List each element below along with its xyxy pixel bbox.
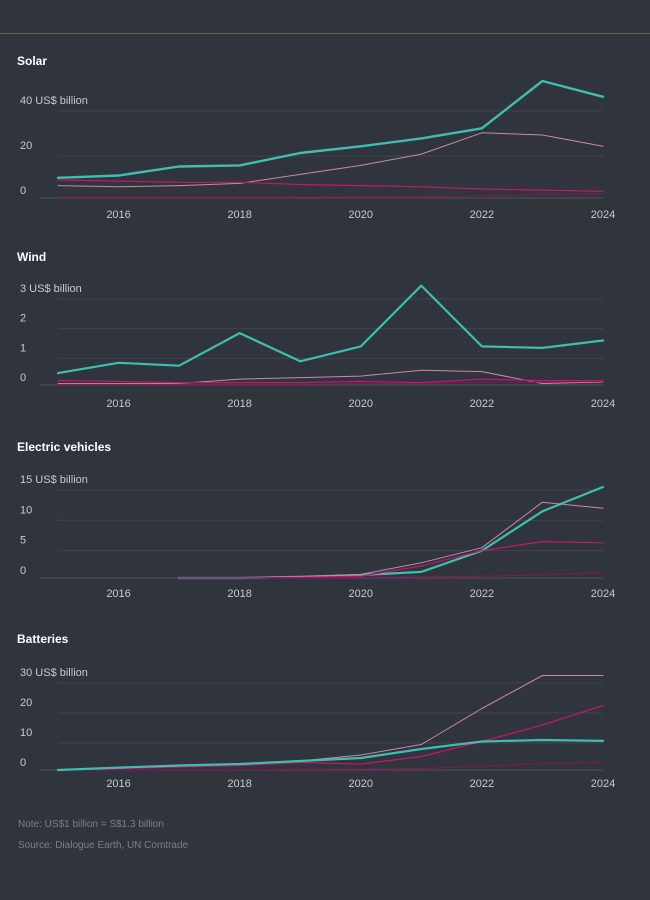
x-tick-label: 2016 xyxy=(106,778,130,790)
y-tick-label: 0 xyxy=(20,565,26,577)
x-tick-label: 2020 xyxy=(349,209,373,221)
chart-title: Wind xyxy=(17,250,46,264)
x-tick-label: 2016 xyxy=(106,588,130,600)
x-tick-label: 2024 xyxy=(591,398,615,410)
x-tick-label: 2022 xyxy=(470,398,494,410)
chart-title: Solar xyxy=(17,54,47,68)
x-tick-label: 2022 xyxy=(470,209,494,221)
series-magenta xyxy=(57,704,604,771)
x-tick-label: 2020 xyxy=(349,398,373,410)
y-tick-label: 20 xyxy=(20,697,32,709)
x-tick-label: 2024 xyxy=(591,209,615,221)
x-tick-label: 2018 xyxy=(227,398,251,410)
series-darkmagenta xyxy=(57,193,604,198)
y-tick-label: 0 xyxy=(20,757,26,769)
x-tick-label: 2024 xyxy=(591,778,615,790)
y-tick-label: 1 xyxy=(20,342,26,354)
x-tick-label: 2016 xyxy=(106,398,130,410)
x-tick-label: 2020 xyxy=(349,588,373,600)
series-magenta xyxy=(57,179,604,192)
y-tick-label: 10 xyxy=(20,727,32,739)
chart-title: Electric vehicles xyxy=(17,440,111,454)
y-tick-label: 40 US$ billion xyxy=(20,95,88,107)
x-tick-label: 2024 xyxy=(591,588,615,600)
chart-title: Batteries xyxy=(17,632,69,646)
series-pink xyxy=(57,369,604,384)
series-teal xyxy=(56,79,605,180)
y-tick-label: 0 xyxy=(20,185,26,197)
series-teal xyxy=(56,284,605,375)
x-tick-label: 2018 xyxy=(227,778,251,790)
top-divider xyxy=(0,33,650,34)
x-tick-label: 2022 xyxy=(470,588,494,600)
series-darkmagenta xyxy=(178,572,604,579)
series-teal xyxy=(56,738,605,772)
series-teal xyxy=(178,485,605,580)
series-pink xyxy=(57,675,604,771)
source-text: Source: Dialogue Earth, UN Comtrade xyxy=(18,840,189,851)
y-tick-label: 2 xyxy=(20,313,26,325)
y-tick-label: 15 US$ billion xyxy=(20,474,88,486)
x-tick-label: 2016 xyxy=(106,209,130,221)
series-darkmagenta xyxy=(57,380,604,385)
y-tick-label: 0 xyxy=(20,372,26,384)
y-tick-label: 3 US$ billion xyxy=(20,283,82,295)
y-tick-label: 20 xyxy=(20,140,32,152)
x-tick-label: 2020 xyxy=(349,778,373,790)
series-magenta xyxy=(57,378,604,384)
note-text: Note: US$1 billion = S$1.3 billion xyxy=(18,819,164,830)
x-tick-label: 2022 xyxy=(470,778,494,790)
x-tick-label: 2018 xyxy=(227,209,251,221)
y-tick-label: 30 US$ billion xyxy=(20,667,88,679)
y-tick-label: 5 xyxy=(20,535,26,547)
series-darkmagenta xyxy=(57,762,604,771)
x-tick-label: 2018 xyxy=(227,588,251,600)
series-pink xyxy=(57,132,604,188)
y-tick-label: 10 xyxy=(20,504,32,516)
